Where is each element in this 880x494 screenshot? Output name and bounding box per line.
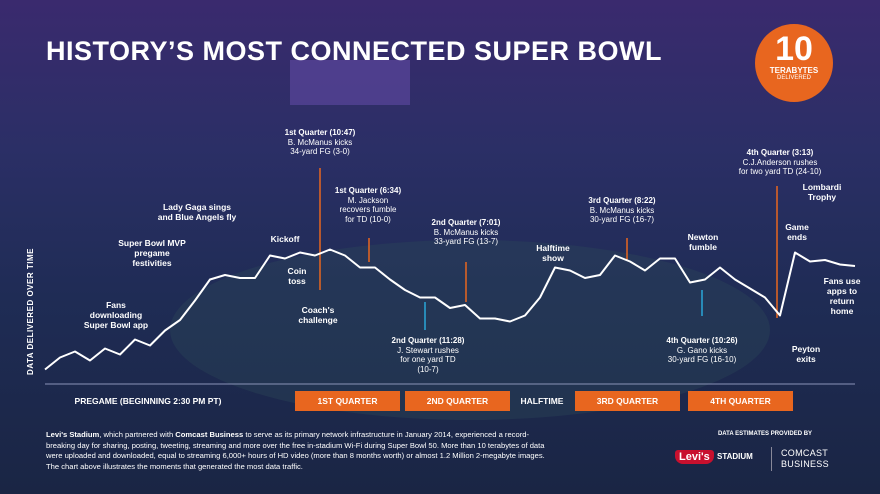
annotation-line: 33-yard FG (13-7): [433, 237, 499, 246]
annotation: 2nd Quarter (7:01) B. McManus kicks 33-yar…: [432, 218, 501, 247]
period-label: 3RD QUARTER: [575, 391, 680, 411]
separator: [771, 447, 772, 471]
scoreboard: [290, 60, 410, 105]
annotation-line: recovers fumble: [339, 205, 397, 214]
annotation-line: (10-7): [417, 364, 439, 374]
annotation-line: for one yard TD: [400, 355, 456, 364]
moment-label: Newton fumble: [688, 232, 719, 252]
annotation-line: 3rd Quarter (8:22): [588, 196, 656, 205]
moment-label-line: ends: [787, 232, 807, 242]
annotation-line: G. Gano kicks: [676, 345, 728, 355]
moment-label-line: pregame: [134, 248, 170, 258]
moment-label-line: Coach's: [301, 305, 335, 315]
annotation-line: for two yard TD (24-10): [738, 167, 822, 176]
data-line: [44, 248, 856, 371]
moment-label: Kickoff: [271, 234, 300, 244]
moment-label-line: Lady Gaga sings: [162, 202, 232, 212]
moment-label-line: Fans: [106, 300, 126, 310]
levis-logo: Levi's: [675, 450, 714, 464]
period-label: 2ND QUARTER: [405, 391, 510, 411]
moment-label-line: Super Bowl MVP: [118, 238, 186, 248]
logos: Levi's STADIUM COMCAST BUSINESS: [675, 447, 855, 473]
moment-label-line: Lombardi: [802, 182, 842, 192]
moment-label-line: downloading: [89, 310, 143, 320]
moment-label: Game ends: [785, 222, 809, 242]
footer-text: , which partnered with: [99, 430, 176, 439]
moment-label-line: fumble: [689, 242, 717, 252]
moment-label: Super Bowl MVP pregame festivities: [118, 238, 186, 268]
annotation-line: 4th Quarter (10:26): [666, 336, 738, 345]
moment-label-line: home: [830, 306, 854, 316]
moment-label: Halftime show: [536, 243, 570, 263]
annotation-line: B. McManus kicks: [287, 137, 353, 147]
annotation: 4th Quarter (10:26) G. Gano kicks 30-yard …: [666, 336, 737, 365]
moment-label-line: show: [542, 253, 564, 263]
badge-caption: DELIVERED: [776, 75, 811, 81]
footer-text: to serve as its primary network infrastr…: [46, 430, 545, 471]
moment-label-line: Super Bowl app: [83, 320, 149, 330]
moment-label: Fans use apps to return home: [824, 276, 861, 316]
moment-label-line: Game: [785, 222, 809, 232]
title: HISTORY’S MOST CONNECTED SUPER BOWL: [46, 36, 663, 66]
annotation-line: 2nd Quarter (7:01): [431, 218, 501, 227]
footer-bold: Comcast Business: [175, 430, 244, 439]
annotation-line: 4th Quarter (3:13): [746, 148, 814, 157]
moment-label-line: Peyton: [791, 344, 821, 354]
stadium-logo: STADIUM: [717, 452, 753, 461]
moment-label-line: apps to: [826, 286, 858, 296]
badge: 10 TERABYTES DELIVERED: [755, 24, 833, 102]
annotation-line: J. Stewart rushes: [397, 345, 459, 355]
badge-unit: TERABYTES: [769, 66, 819, 75]
business: BUSINESS: [781, 459, 829, 469]
moment-label: Lady Gaga sings and Blue Angels fly: [158, 202, 237, 222]
moment-label-line: challenge: [298, 315, 338, 325]
annotation-line: 30-yard FG (16-10): [667, 355, 737, 364]
moment-label-line: Halftime: [536, 243, 570, 253]
annotation: 2nd Quarter (11:28) J. Stewart rushes for …: [392, 336, 465, 374]
moment-label: Coin toss: [288, 266, 307, 286]
period-label: 1ST QUARTER: [295, 391, 400, 411]
annotation: 4th Quarter (3:13) C.J.Anderson rushes for…: [739, 148, 822, 177]
moment-label-line: festivities: [132, 258, 172, 268]
annotation-line: 2nd Quarter (11:28): [391, 336, 465, 345]
footer: Levi's Stadium, which partnered with Com…: [46, 430, 546, 472]
event-markers: [319, 168, 778, 330]
period-label: PREGAME (BEGINNING 2:30 PM PT): [74, 396, 222, 406]
moment-label-line: Trophy: [807, 192, 837, 202]
credit-heading: DATA ESTIMATES PROVIDED BY: [717, 431, 813, 437]
annotation: 1st Quarter (10:47) B. McManus kicks 34-ya…: [285, 128, 356, 157]
annotation-line: M. Jackson: [347, 195, 389, 205]
moment-label: Fans downloading Super Bowl app: [84, 300, 148, 330]
annotation: 1st Quarter (6:34) M. Jackson recovers fum…: [335, 186, 401, 224]
moment-label-line: Coin: [287, 266, 307, 276]
moment-label: Coach's challenge: [298, 305, 337, 325]
footer-bold: Levi's Stadium: [46, 430, 100, 439]
moment-label: Peyton exits: [792, 344, 820, 364]
annotation-line: for TD (10-0): [345, 214, 391, 224]
annotation-line: 34-yard FG (3-0): [290, 147, 350, 156]
moment-label-line: exits: [796, 354, 816, 364]
annotation-line: B. McManus kicks: [433, 227, 499, 237]
moment-label-line: and Blue Angels fly: [157, 212, 237, 222]
comcast-logo: COMCAST BUSINESS: [781, 448, 829, 470]
moment-label-line: return: [829, 296, 855, 306]
annotation-line: 30-yard FG (16-7): [589, 215, 655, 224]
annotation: 3rd Quarter (8:22) B. McManus kicks 30-yar…: [588, 196, 655, 225]
annotation-line: 1st Quarter (6:34): [334, 186, 402, 195]
annotation-line: C.J.Anderson rushes: [742, 157, 818, 167]
y-axis-label: DATA DELIVERED OVER TIME: [26, 248, 35, 375]
moment-label-line: Kickoff: [270, 234, 300, 244]
badge-number: 10: [775, 30, 813, 68]
moment-label-line: Fans use: [823, 276, 861, 286]
annotation-line: 1st Quarter (10:47): [284, 128, 356, 137]
period-label: 4TH QUARTER: [688, 391, 793, 411]
moment-label-line: Newton: [687, 232, 719, 242]
period-label: HALFTIME: [520, 396, 564, 406]
moment-label-line: toss: [288, 276, 306, 286]
comcast: COMCAST: [781, 448, 829, 458]
annotation-line: B. McManus kicks: [589, 205, 655, 215]
moment-label: Lombardi Trophy: [803, 182, 842, 202]
